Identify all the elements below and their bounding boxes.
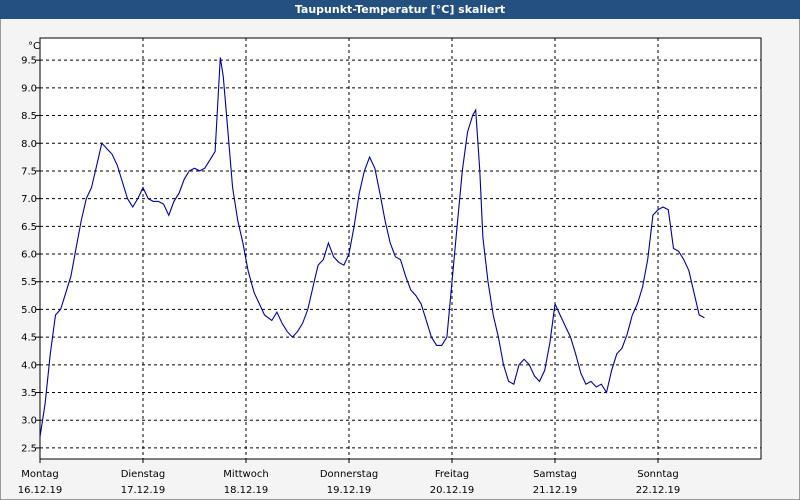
y-tick-label: 9.5 — [21, 56, 37, 67]
y-tick-label: 7.5 — [21, 166, 37, 177]
x-tick-date: 20.12.19 — [430, 485, 475, 496]
x-tick-day: Dienstag — [121, 469, 166, 480]
x-tick-date: 22.12.19 — [636, 485, 681, 496]
x-tick-day: Freitag — [435, 469, 469, 480]
x-tick-day: Montag — [21, 469, 58, 480]
x-tick-day: Sonntag — [637, 469, 679, 480]
y-tick-label: 5.5 — [21, 277, 37, 288]
y-tick-label: 6.5 — [21, 222, 37, 233]
x-tick-date: 16.12.19 — [18, 485, 63, 496]
y-tick-label: 9.0 — [21, 83, 37, 94]
grid-lines — [40, 38, 761, 459]
y-tick-label: 7.0 — [21, 194, 37, 205]
y-tick-label: 6.0 — [21, 250, 37, 261]
x-tick-day: Donnerstag — [320, 469, 378, 480]
x-tick-day: Samstag — [533, 469, 577, 480]
y-axis-ticks: 9.5 9.0 8.5 8.0 7.5 7.0 6.5 6.0 5.5 5.0 4.5 4.0 3.5 3… — [21, 56, 40, 454]
x-tick-date: 17.12.19 — [121, 485, 166, 496]
series-line-taupunkt — [39, 57, 705, 437]
y-tick-label: 5.0 — [21, 305, 37, 316]
y-tick-label: 4.0 — [21, 360, 37, 371]
y-tick-label: 4.5 — [21, 333, 37, 344]
y-tick-label: 2.5 — [21, 443, 37, 454]
data-series — [39, 57, 705, 437]
x-tick-date: 21.12.19 — [533, 485, 578, 496]
plot-area — [39, 37, 762, 460]
y-tick-label: 8.5 — [21, 111, 37, 122]
x-tick-date: 19.12.19 — [327, 485, 372, 496]
y-tick-label: 3.5 — [21, 388, 37, 399]
window-title: Taupunkt-Temperatur [°C] skaliert — [0, 0, 800, 19]
y-tick-label: 8.0 — [21, 139, 37, 150]
x-tick-date: 18.12.19 — [224, 485, 269, 496]
x-axis-ticks: Montag 16.12.19 Dienstag 17.12.19 Mittwoch 18… — [18, 459, 681, 496]
y-axis-unit: °C — [28, 41, 40, 52]
x-tick-day: Mittwoch — [223, 469, 268, 480]
y-tick-label: 3.0 — [21, 416, 37, 427]
